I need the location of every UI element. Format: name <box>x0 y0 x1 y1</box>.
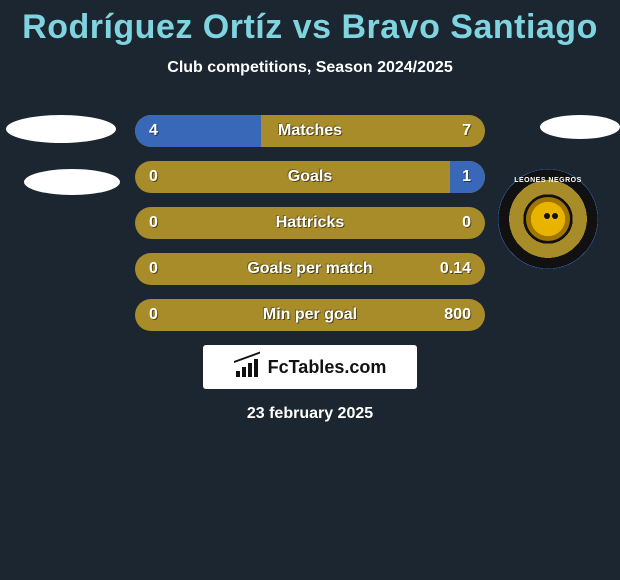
player-right-shape <box>540 115 620 139</box>
fctables-icon <box>234 357 262 377</box>
stat-bar: 47Matches <box>135 115 485 147</box>
stat-label: Min per goal <box>135 299 485 331</box>
club-badge: LEONES NEGROS <box>498 169 598 269</box>
player-left-shape-2 <box>24 169 120 195</box>
footer-date: 23 february 2025 <box>0 405 620 423</box>
lion-icon <box>526 197 570 241</box>
footer-logo: FcTables.com <box>203 345 417 389</box>
footer-logo-text: FcTables.com <box>268 357 387 378</box>
stat-label: Goals <box>135 161 485 193</box>
stat-bar: 00Hattricks <box>135 207 485 239</box>
page-subtitle: Club competitions, Season 2024/2025 <box>0 59 620 77</box>
stat-label: Hattricks <box>135 207 485 239</box>
page-title: Rodríguez Ortíz vs Bravo Santiago <box>0 0 620 47</box>
club-badge-text: LEONES NEGROS <box>498 177 598 184</box>
stat-label: Goals per match <box>135 253 485 285</box>
player-left-shape-1 <box>6 115 116 143</box>
stat-label: Matches <box>135 115 485 147</box>
stat-bar: 00.14Goals per match <box>135 253 485 285</box>
stat-bars: 47Matches 01Goals 00Hattricks 00.14Goals pe… <box>135 115 485 331</box>
stat-bar: 0800Min per goal <box>135 299 485 331</box>
comparison-panel: LEONES NEGROS 47Matches 01Goals 00Hattrick… <box>0 115 620 331</box>
stat-bar: 01Goals <box>135 161 485 193</box>
